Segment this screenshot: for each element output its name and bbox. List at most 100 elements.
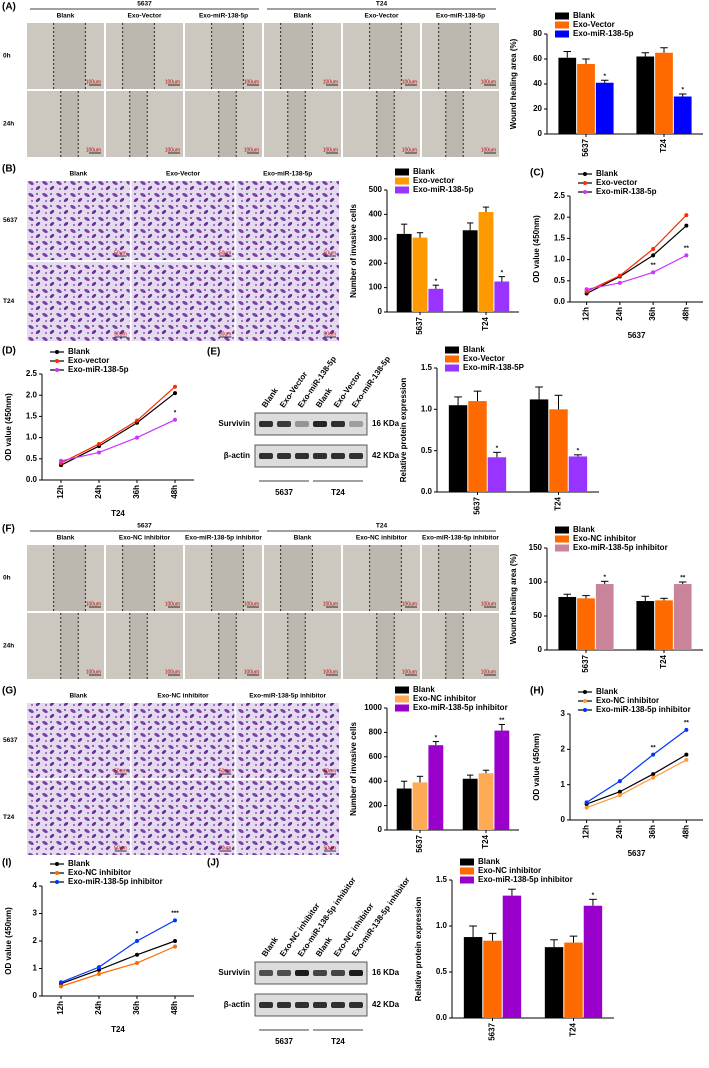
- y-tick-label: 0: [538, 129, 543, 138]
- panel-label: (A): [2, 2, 16, 13]
- point: [97, 450, 101, 455]
- x-tick-label: T24: [554, 496, 563, 510]
- y-tick-label: 300: [369, 234, 383, 243]
- error-bar: [569, 935, 578, 943]
- bar: [595, 584, 614, 650]
- legend-swatch: [460, 876, 474, 884]
- legend-swatch: [445, 346, 459, 354]
- y-tick-label: 1000: [364, 703, 382, 712]
- wound-gap: [53, 23, 86, 89]
- group-label: T24: [376, 523, 388, 530]
- y-tick-label: 2: [561, 744, 566, 753]
- y-axis-label: OD value (450nm): [532, 215, 541, 283]
- y-tick-label: 100: [369, 283, 383, 292]
- point: [135, 952, 139, 957]
- error-bar: [488, 932, 497, 941]
- legend-label: Blank: [413, 167, 435, 176]
- scale-label: 100um: [244, 601, 259, 607]
- column-label: Exo-miR-138-5p inhibitor: [185, 535, 262, 542]
- column-label: Exo-NC inhibitor: [356, 535, 408, 542]
- scale-label: 100um: [323, 147, 338, 153]
- error-bar: [454, 396, 462, 406]
- scale-label: 100um: [244, 669, 259, 675]
- scale-label: 100um: [323, 601, 338, 607]
- micrograph: [27, 703, 130, 778]
- scale-label: 50um: [323, 250, 336, 256]
- wound-gap: [60, 613, 79, 679]
- wound-gap: [211, 23, 244, 89]
- x-tick-label: 5637: [581, 654, 590, 672]
- line: [60, 919, 176, 983]
- band: [313, 453, 327, 459]
- legend-marker: [583, 190, 587, 194]
- x-tick-label: 36h: [132, 485, 141, 499]
- y-tick-label: 1.5: [421, 363, 433, 372]
- wound-gap: [438, 23, 471, 89]
- band: [295, 970, 309, 976]
- x-tick-label: T24: [659, 654, 668, 668]
- bar: [636, 601, 655, 650]
- point: [97, 967, 101, 972]
- legend-swatch: [395, 177, 409, 185]
- line: [60, 945, 176, 987]
- y-tick-label: 1.5: [554, 234, 566, 243]
- wound-gap: [438, 545, 471, 611]
- point: [59, 458, 63, 463]
- micrograph: [236, 262, 339, 341]
- bar: [564, 942, 583, 1018]
- x-tick-label: 36h: [648, 825, 657, 839]
- bar: [462, 778, 478, 830]
- point: [584, 800, 589, 805]
- legend-label: Blank: [573, 525, 595, 534]
- panel-label: (I): [2, 858, 11, 869]
- legend-label: Blank: [478, 857, 500, 866]
- wound-gap: [369, 23, 402, 89]
- line: [60, 940, 176, 985]
- x-axis-label: T24: [111, 509, 125, 518]
- point: [59, 984, 63, 989]
- x-tick-label: 24h: [615, 307, 624, 321]
- error-bar: [400, 223, 408, 234]
- legend-marker: [55, 880, 59, 884]
- row-label: T24: [3, 298, 15, 305]
- point: [684, 757, 689, 762]
- point: [617, 789, 622, 794]
- legend-label: Blank: [596, 687, 618, 696]
- x-tick-label: T24: [569, 1022, 578, 1036]
- legend-label: Exo-vector: [596, 178, 637, 187]
- row-label: 0h: [3, 53, 11, 60]
- point: [617, 280, 622, 285]
- error-bar: [400, 780, 408, 789]
- point: [617, 273, 622, 278]
- bar: [412, 782, 428, 830]
- point: [97, 972, 101, 976]
- y-tick-label: 2.5: [554, 191, 566, 200]
- point: [59, 980, 63, 985]
- scale-label: 50um: [219, 331, 232, 337]
- error-bar: [508, 888, 516, 896]
- y-tick-label: 40: [533, 79, 542, 88]
- error-bar: [563, 51, 572, 58]
- wound-gap: [376, 91, 395, 157]
- legend-swatch: [555, 21, 569, 29]
- group-label: 5637: [275, 488, 293, 497]
- y-tick-label: 60: [533, 54, 542, 63]
- scale-label: 100um: [165, 601, 180, 607]
- error-bar: [466, 774, 474, 779]
- scale-label: 100um: [481, 79, 496, 85]
- panel-label: (E): [207, 347, 220, 358]
- x-tick-label: 5637: [488, 1022, 497, 1040]
- significance: *: [435, 734, 438, 741]
- column-label: Exo-Vector: [128, 13, 162, 20]
- error-bar: [582, 595, 590, 599]
- band: [349, 970, 363, 976]
- bar: [428, 288, 444, 312]
- x-axis-label: 5637: [628, 849, 646, 858]
- column-label: Exo-miR-138-5p: [263, 171, 312, 178]
- bar: [544, 947, 564, 1018]
- micrograph: [27, 262, 130, 341]
- x-tick-label: 12h: [582, 825, 591, 839]
- column-label: Exo-miR-138-5p: [436, 13, 485, 20]
- scale-label: 100um: [86, 669, 101, 675]
- error-bar: [660, 597, 668, 601]
